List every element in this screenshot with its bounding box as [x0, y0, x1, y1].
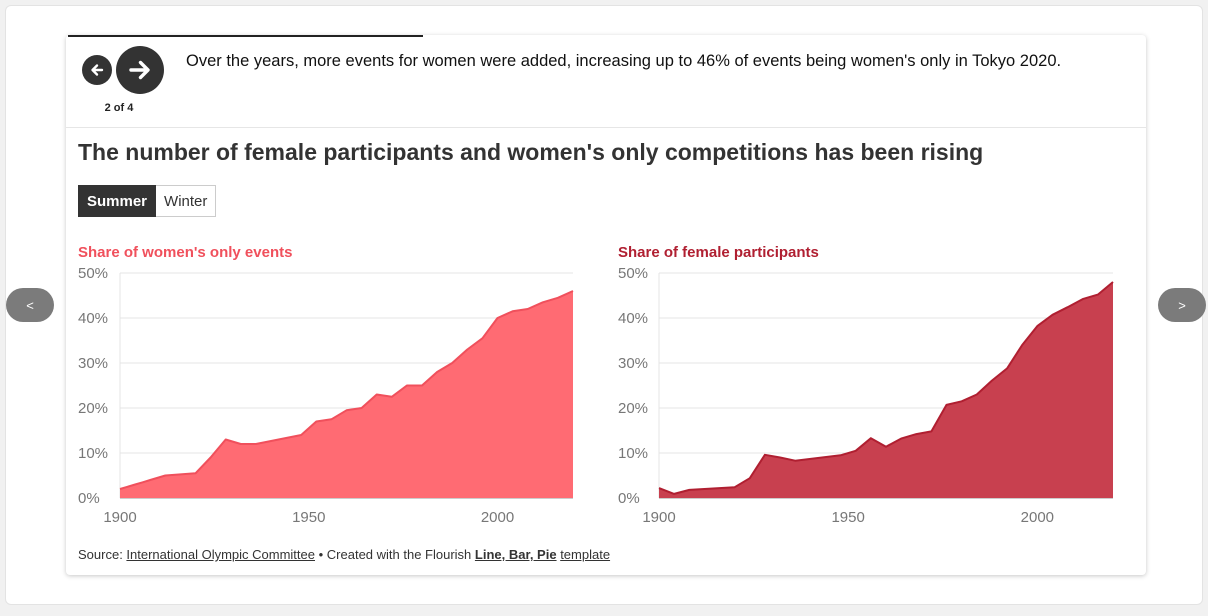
source-note: Source: International Olympic Committee …: [78, 547, 610, 562]
source-prefix: Source:: [78, 547, 127, 562]
season-toggle: Summer Winter: [78, 185, 217, 217]
chart2-ytick-label: 40%: [618, 310, 648, 327]
chart1-area: [120, 291, 573, 498]
chart2-ytick-label: 0%: [618, 490, 640, 507]
chart2-ytick-label: 50%: [618, 265, 648, 282]
chevron-left-icon: <: [26, 297, 34, 313]
chart1-line: [119, 290, 574, 490]
toggle-summer[interactable]: Summer: [78, 185, 157, 217]
source-link[interactable]: International Olympic Committee: [126, 547, 315, 562]
chart1-ytick-label: 10%: [78, 445, 108, 462]
chart1-ytick-label: 50%: [78, 265, 108, 282]
chart1-xtick-label: 1900: [103, 509, 136, 526]
chart2-title: Share of female participants: [618, 244, 819, 261]
chart2-xtick-label: 1950: [831, 509, 864, 526]
chevron-right-icon: >: [1178, 297, 1186, 313]
source-middle: • Created with the Flourish: [315, 547, 475, 562]
chart2-xtick-label: 2000: [1021, 509, 1054, 526]
story-caption: Over the years, more events for women we…: [186, 52, 1062, 70]
next-slide-button[interactable]: >: [1158, 288, 1206, 322]
chart2-line: [658, 281, 1114, 495]
story-progress-bar: [68, 35, 424, 37]
chart2-ytick-label: 30%: [618, 355, 648, 372]
chart1-title: Share of women's only events: [78, 244, 292, 261]
chart2-ytick-label: 10%: [618, 445, 648, 462]
chart1-xtick-label: 1950: [292, 509, 325, 526]
charts-area: Share of women's only events 0% 10% 20% 30% 4…: [78, 244, 1114, 526]
arrow-right-icon: [129, 60, 150, 80]
story-header: 2 of 4 Over the years, more events for w…: [66, 35, 1146, 128]
template-link[interactable]: template: [560, 547, 611, 562]
chart1-ytick-label: 40%: [78, 310, 108, 327]
chart2-xtick-label: 1900: [642, 509, 675, 526]
story-next-button[interactable]: [116, 46, 164, 94]
chart2-area: [659, 282, 1113, 498]
story-prev-button[interactable]: [82, 55, 112, 85]
template-types-link[interactable]: Line, Bar, Pie: [474, 547, 557, 562]
slide-counter: 2 of 4: [104, 102, 134, 114]
chart1-ytick-label: 0%: [78, 490, 100, 507]
chart1-xtick-label: 2000: [481, 509, 514, 526]
arrow-left-icon: [91, 64, 104, 76]
chart-title: The number of female participants and wo…: [78, 139, 984, 165]
chart1-ytick-label: 20%: [78, 400, 108, 417]
previous-slide-button[interactable]: <: [6, 288, 54, 322]
chart1-ytick-label: 30%: [78, 355, 108, 372]
toggle-winter[interactable]: Winter: [156, 185, 217, 217]
story-card: 2 of 4 Over the years, more events for w…: [66, 35, 1146, 575]
chart2-ytick-label: 20%: [618, 400, 648, 417]
